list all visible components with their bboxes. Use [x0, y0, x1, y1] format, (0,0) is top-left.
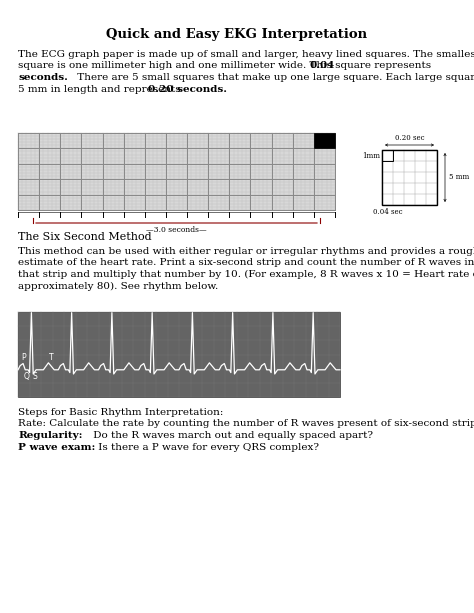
Text: —3.0 seconds—: —3.0 seconds— [146, 226, 207, 234]
Text: R: R [270, 300, 276, 310]
Bar [382, 150, 393, 161]
Text: 0.04 sec: 0.04 sec [373, 208, 402, 216]
Bar [18, 133, 335, 210]
Text: Steps for Basic Rhythm Interpretation:: Steps for Basic Rhythm Interpretation: [18, 408, 223, 417]
Text: S: S [33, 372, 37, 381]
Text: R: R [149, 300, 155, 310]
Text: R: R [28, 300, 35, 310]
Text: P wave exam:: P wave exam: [18, 443, 95, 452]
Text: square is one millimeter high and one millimeter wide. This square represents: square is one millimeter high and one mi… [18, 61, 434, 70]
Text: 0.04: 0.04 [309, 61, 335, 70]
Text: 5 mm in length and represents: 5 mm in length and represents [18, 85, 184, 94]
Text: Regularity:: Regularity: [18, 431, 82, 440]
Text: approximately 80). See rhythm below.: approximately 80). See rhythm below. [18, 281, 218, 291]
Text: R: R [109, 300, 115, 310]
Text: There are 5 small squares that make up one large square. Each large square is: There are 5 small squares that make up o… [74, 73, 474, 82]
Text: 5 mm: 5 mm [449, 173, 469, 181]
Text: 1mm: 1mm [362, 151, 380, 159]
Text: estimate of the heart rate. Print a six-second strip and count the number of R w: estimate of the heart rate. Print a six-… [18, 259, 474, 267]
Text: P: P [21, 352, 26, 362]
Text: Quick and Easy EKG Interpretation: Quick and Easy EKG Interpretation [107, 28, 367, 41]
Text: Do the R waves march out and equally spaced apart?: Do the R waves march out and equally spa… [90, 431, 373, 440]
Text: This method can be used with either regular or irregular rhythms and provides a : This method can be used with either regu… [18, 247, 474, 256]
Text: Is there a P wave for every QRS complex?: Is there a P wave for every QRS complex? [95, 443, 319, 452]
Text: R: R [310, 300, 317, 310]
Text: 0.20 seconds.: 0.20 seconds. [148, 85, 227, 94]
Text: 0.20 sec: 0.20 sec [395, 134, 424, 142]
Text: Q: Q [24, 372, 29, 381]
Text: T: T [49, 353, 54, 362]
Bar [382, 150, 437, 205]
Text: R: R [229, 300, 236, 310]
Text: R: R [68, 300, 75, 310]
Bar [18, 312, 340, 397]
Text: The Six Second Method: The Six Second Method [18, 232, 152, 242]
Text: The ECG graph paper is made up of small and larger, heavy lined squares. The sma: The ECG graph paper is made up of small … [18, 50, 474, 59]
Text: seconds.: seconds. [18, 73, 68, 82]
Text: that strip and multiply that number by 10. (For example, 8 R waves x 10 = Heart : that strip and multiply that number by 1… [18, 270, 474, 279]
Bar [314, 133, 335, 148]
Text: R: R [189, 300, 196, 310]
Text: Rate: Calculate the rate by counting the number of R waves present of six-second: Rate: Calculate the rate by counting the… [18, 419, 474, 428]
